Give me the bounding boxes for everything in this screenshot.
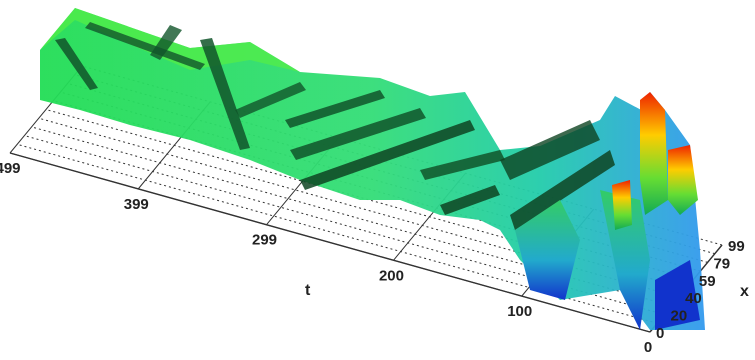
- t-tick-label: 299: [252, 232, 277, 249]
- t-axis-label: t: [305, 282, 311, 299]
- t-tick-label: 0: [644, 339, 652, 356]
- x-tick-label: 59: [699, 273, 716, 290]
- t-tick-label: 399: [124, 196, 149, 213]
- x-tick-label: 20: [671, 307, 688, 324]
- x-tick-label: 79: [713, 256, 730, 273]
- x-tick-label: 40: [685, 290, 702, 307]
- t-axis-line: [9, 152, 651, 333]
- x-axis-label: x: [740, 283, 749, 300]
- x-tick-label: 0: [656, 325, 664, 342]
- surface: [40, 8, 705, 330]
- t-tick-label: 200: [379, 267, 404, 284]
- t-tick-label: 100: [507, 303, 532, 320]
- t-axis-ticks: 499 399 299 200 100 0: [0, 160, 652, 356]
- t-tick-label: 499: [0, 160, 21, 177]
- x-tick-label: 99: [728, 238, 745, 255]
